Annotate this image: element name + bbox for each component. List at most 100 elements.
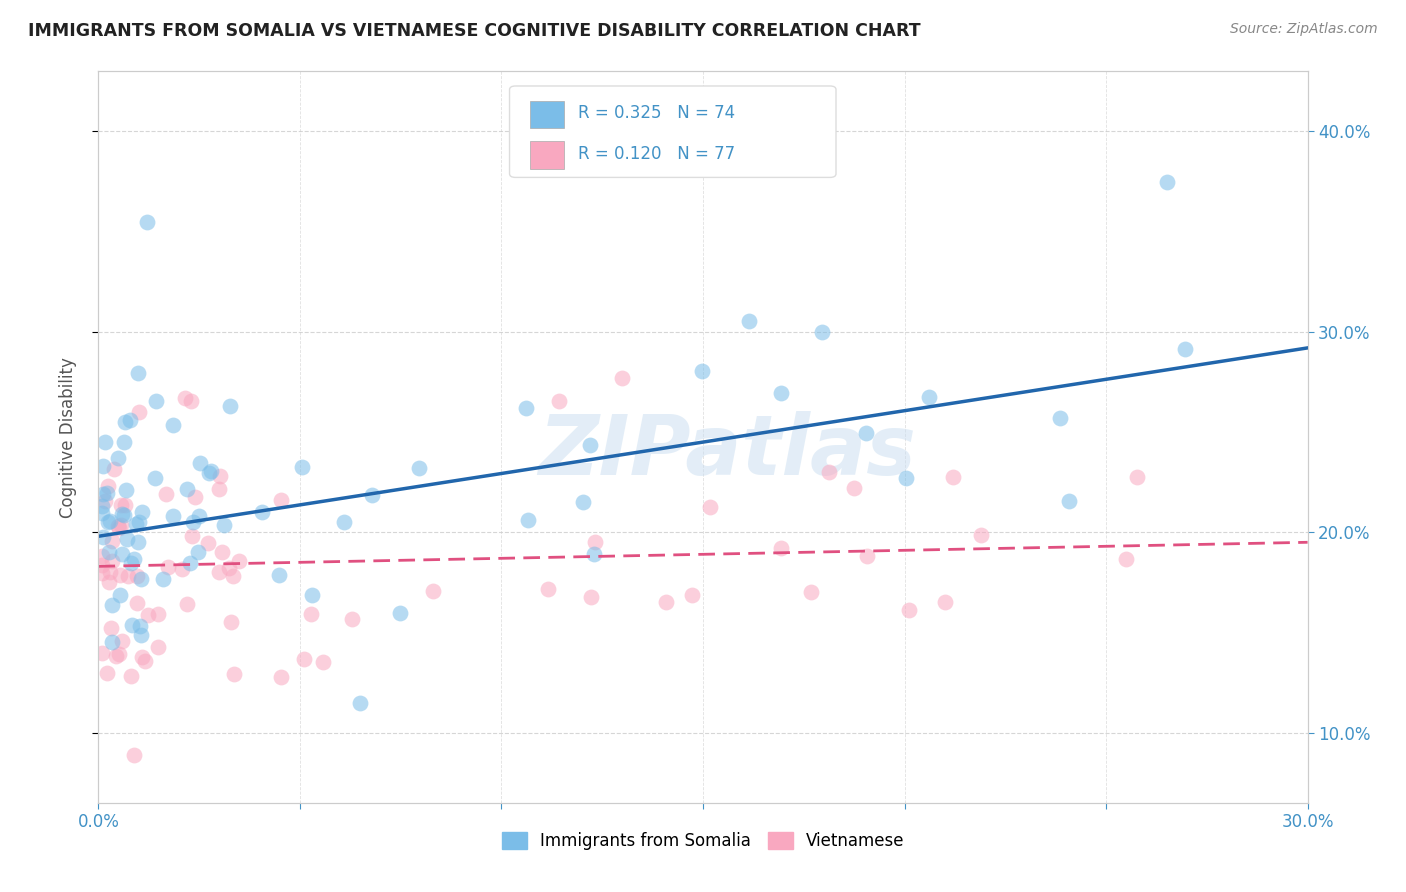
Vietnamese [91, 566, 114, 580]
Vietnamese [1126, 470, 1149, 484]
Immigrants from Somalia [349, 696, 371, 710]
Vietnamese [770, 541, 793, 555]
Immigrants from Somalia [769, 386, 792, 401]
Immigrants from Somalia [179, 557, 201, 571]
Vietnamese [970, 528, 993, 542]
Immigrants from Somalia [162, 417, 184, 432]
Vietnamese [114, 498, 136, 512]
Immigrants from Somalia [212, 518, 235, 533]
Immigrants from Somalia [98, 545, 121, 559]
Vietnamese [228, 554, 250, 568]
Immigrants from Somalia [143, 471, 166, 485]
Vietnamese [292, 651, 315, 665]
Immigrants from Somalia [93, 530, 115, 544]
Immigrants from Somalia [811, 325, 834, 339]
Vietnamese [197, 536, 219, 550]
Immigrants from Somalia [855, 425, 877, 440]
Vietnamese [270, 670, 292, 684]
Immigrants from Somalia [152, 572, 174, 586]
FancyBboxPatch shape [530, 141, 564, 169]
Vietnamese [219, 615, 242, 629]
Vietnamese [612, 371, 634, 385]
Vietnamese [218, 561, 240, 575]
Vietnamese [898, 603, 921, 617]
Immigrants from Somalia [107, 450, 129, 465]
Vietnamese [120, 668, 142, 682]
Immigrants from Somalia [1156, 175, 1178, 189]
Immigrants from Somalia [517, 513, 540, 527]
Immigrants from Somalia [408, 460, 430, 475]
Vietnamese [155, 487, 177, 501]
Immigrants from Somalia [91, 458, 114, 473]
Vietnamese [156, 559, 179, 574]
Immigrants from Somalia [131, 505, 153, 519]
Vietnamese [146, 640, 169, 655]
Vietnamese [97, 479, 120, 493]
Vietnamese [110, 517, 132, 532]
Immigrants from Somalia [896, 471, 918, 485]
Vietnamese [131, 650, 153, 665]
Immigrants from Somalia [388, 606, 411, 620]
Immigrants from Somalia [91, 506, 114, 520]
Vietnamese [311, 655, 333, 669]
Immigrants from Somalia [267, 567, 290, 582]
Vietnamese [170, 562, 193, 576]
Vietnamese [128, 405, 150, 419]
Immigrants from Somalia [111, 507, 134, 521]
Vietnamese [108, 520, 131, 534]
Vietnamese [817, 465, 839, 479]
Vietnamese [222, 569, 245, 583]
Vietnamese [222, 667, 245, 681]
Vietnamese [111, 633, 134, 648]
Immigrants from Somalia [918, 390, 941, 404]
Immigrants from Somalia [121, 618, 143, 632]
FancyBboxPatch shape [530, 101, 564, 128]
Immigrants from Somalia [738, 313, 761, 327]
Vietnamese [98, 575, 121, 590]
Vietnamese [136, 608, 159, 623]
Immigrants from Somalia [110, 547, 132, 561]
Immigrants from Somalia [128, 619, 150, 633]
Vietnamese [583, 534, 606, 549]
Immigrants from Somalia [127, 534, 149, 549]
Vietnamese [340, 612, 363, 626]
Immigrants from Somalia [91, 487, 114, 501]
Vietnamese [547, 394, 569, 409]
Vietnamese [655, 595, 678, 609]
Vietnamese [537, 582, 560, 596]
Immigrants from Somalia [129, 628, 152, 642]
Vietnamese [270, 493, 292, 508]
Vietnamese [844, 481, 866, 495]
Vietnamese [91, 558, 114, 572]
Immigrants from Somalia [96, 485, 118, 500]
Immigrants from Somalia [515, 401, 537, 415]
Vietnamese [208, 566, 231, 580]
Text: R = 0.120   N = 77: R = 0.120 N = 77 [578, 145, 735, 162]
Legend: Immigrants from Somalia, Vietnamese: Immigrants from Somalia, Vietnamese [495, 825, 911, 856]
Immigrants from Somalia [115, 532, 138, 546]
Vietnamese [699, 500, 721, 515]
Immigrants from Somalia [97, 515, 120, 529]
Vietnamese [117, 569, 139, 583]
Immigrants from Somalia [127, 366, 149, 380]
Immigrants from Somalia [120, 556, 142, 570]
Immigrants from Somalia [572, 494, 595, 508]
Vietnamese [108, 648, 131, 662]
Text: R = 0.325   N = 74: R = 0.325 N = 74 [578, 104, 735, 122]
Vietnamese [180, 394, 202, 409]
Vietnamese [208, 469, 231, 483]
Immigrants from Somalia [188, 456, 211, 470]
Immigrants from Somalia [301, 588, 323, 602]
Vietnamese [91, 549, 114, 564]
Immigrants from Somalia [1174, 342, 1197, 356]
Vietnamese [184, 491, 207, 505]
Immigrants from Somalia [291, 459, 314, 474]
Vietnamese [96, 665, 118, 680]
Vietnamese [174, 391, 197, 405]
Immigrants from Somalia [583, 547, 606, 561]
Immigrants from Somalia [578, 438, 600, 452]
FancyBboxPatch shape [509, 86, 837, 178]
Immigrants from Somalia [101, 598, 124, 612]
Vietnamese [208, 482, 231, 496]
Immigrants from Somalia [187, 545, 209, 559]
